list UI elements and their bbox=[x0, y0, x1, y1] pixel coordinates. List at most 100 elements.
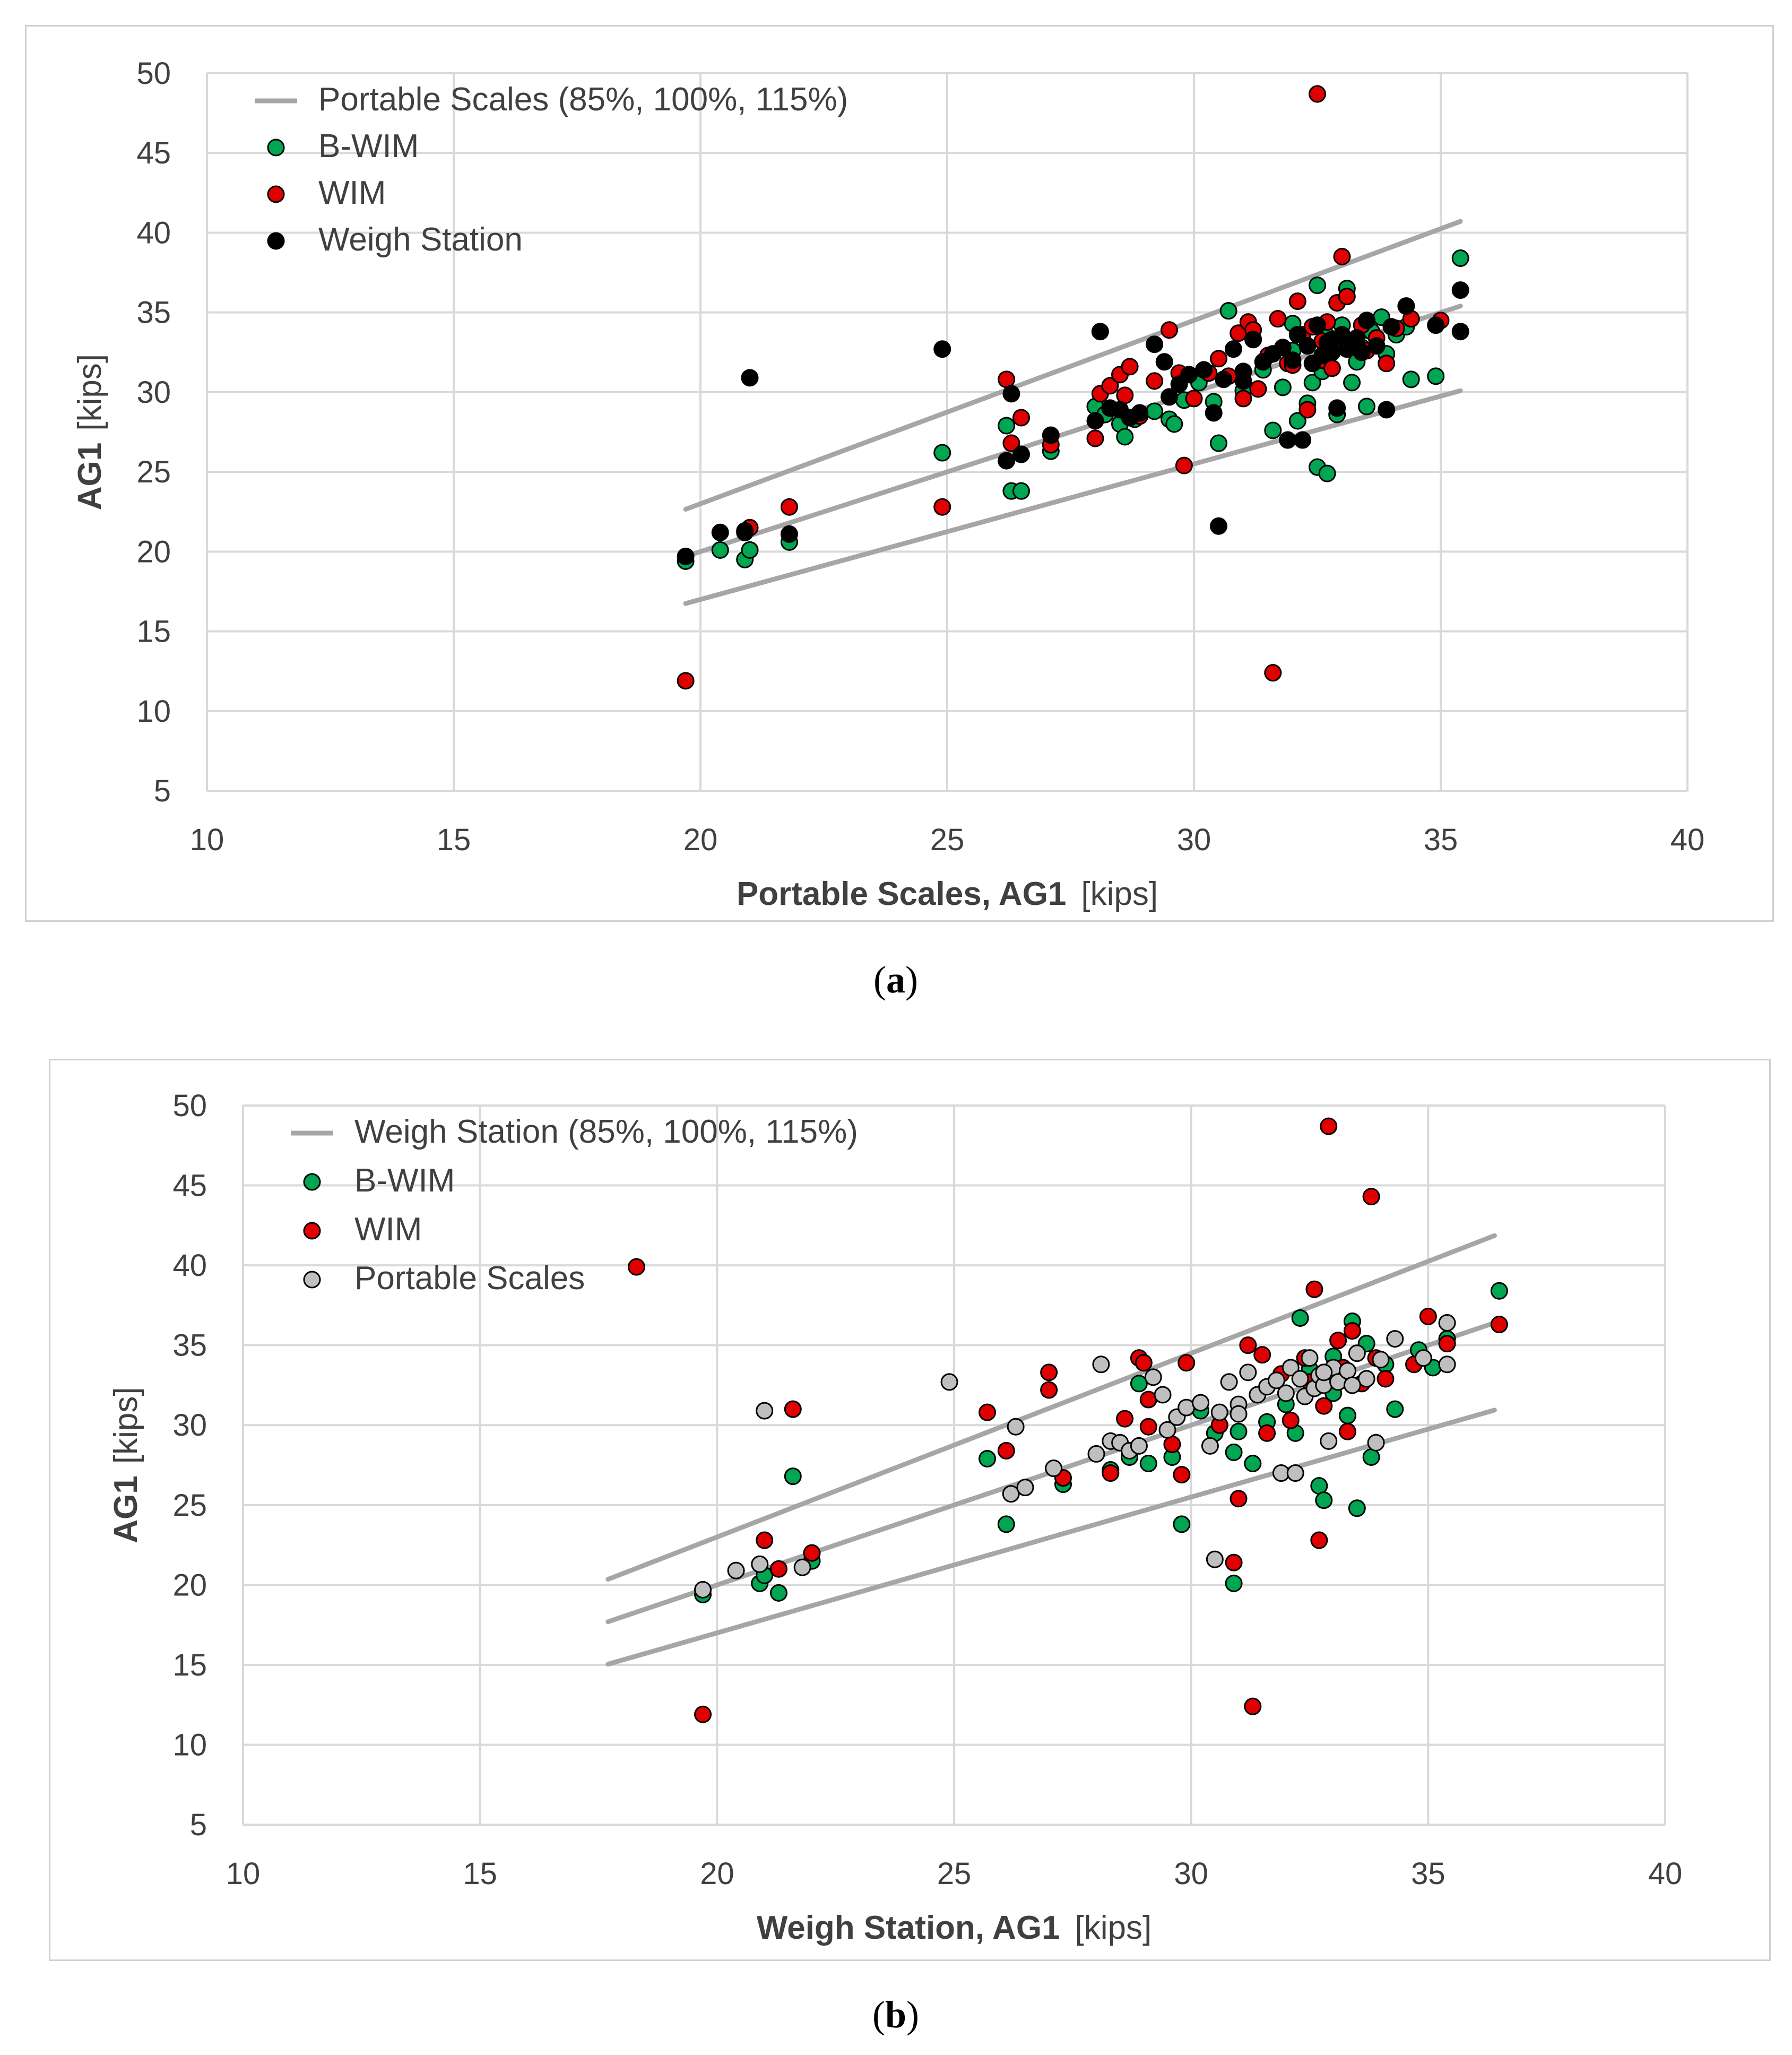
data-point-station bbox=[1309, 316, 1326, 334]
data-point-bwim bbox=[1219, 302, 1237, 320]
data-point-portable bbox=[1210, 1403, 1228, 1421]
data-point-wim bbox=[1163, 1435, 1181, 1453]
data-point-bwim bbox=[1244, 1454, 1262, 1472]
y-tick-label: 5 bbox=[154, 774, 171, 808]
data-point-wim bbox=[1178, 1354, 1196, 1372]
data-point-bwim bbox=[784, 1467, 802, 1486]
data-point-wim bbox=[1012, 409, 1030, 427]
data-point-bwim bbox=[741, 541, 759, 559]
data-point-bwim bbox=[1338, 1406, 1356, 1424]
data-point-portable bbox=[1201, 1437, 1219, 1455]
data-point-portable bbox=[1220, 1373, 1238, 1391]
data-point-station bbox=[711, 523, 729, 541]
data-point-station bbox=[998, 452, 1016, 470]
data-point-station bbox=[1328, 399, 1346, 417]
data-point-bwim bbox=[1274, 378, 1292, 396]
data-point-bwim bbox=[1309, 277, 1326, 295]
data-point-portable bbox=[1386, 1330, 1404, 1348]
data-point-bwim bbox=[769, 1584, 787, 1602]
data-point-station bbox=[1131, 404, 1149, 422]
data-point-wim bbox=[1320, 1117, 1338, 1135]
data-point-bwim bbox=[1427, 367, 1445, 385]
data-point-station bbox=[1205, 404, 1223, 422]
data-point-wim bbox=[1309, 85, 1326, 103]
data-point-portable bbox=[1367, 1434, 1385, 1452]
x-axis-title: Portable Scales, AG1 [kips] bbox=[737, 876, 1158, 912]
data-point-station bbox=[1086, 412, 1104, 430]
data-point-bwim bbox=[933, 444, 951, 462]
data-point-wim bbox=[1288, 292, 1306, 310]
data-point-bwim bbox=[1402, 370, 1420, 388]
data-point-wim bbox=[1040, 1381, 1058, 1399]
data-point-bwim bbox=[1230, 1422, 1248, 1440]
x-tick-label: 30 bbox=[1174, 1857, 1208, 1891]
data-point-portable bbox=[1282, 1359, 1300, 1377]
data-point-station bbox=[1323, 331, 1341, 349]
data-point-station bbox=[1215, 370, 1233, 388]
y-tick-label: 5 bbox=[190, 1808, 207, 1842]
y-tick-label: 20 bbox=[172, 1568, 207, 1602]
data-point-station bbox=[1397, 297, 1415, 315]
data-point-wim bbox=[769, 1560, 787, 1578]
y-tick-label: 10 bbox=[172, 1728, 207, 1762]
data-point-wim bbox=[1002, 434, 1020, 452]
data-point-station bbox=[1161, 388, 1178, 406]
data-point-portable bbox=[1291, 1370, 1309, 1388]
x-axis-title-unit: [kips] bbox=[1075, 1910, 1152, 1946]
data-point-station bbox=[1091, 323, 1109, 341]
legend-label-lines: Portable Scales (85%, 100%, 115%) bbox=[318, 81, 848, 118]
data-point-wim bbox=[1264, 664, 1282, 682]
legend-label-station: Weigh Station bbox=[318, 221, 523, 258]
legend-marker-bwim bbox=[303, 1173, 321, 1191]
data-point-wim bbox=[1258, 1424, 1276, 1442]
data-point-station bbox=[1210, 517, 1227, 535]
data-point-wim bbox=[1121, 358, 1139, 376]
reference-line bbox=[605, 1408, 1497, 1667]
legend-marker-wim bbox=[303, 1222, 321, 1240]
reference-line bbox=[683, 219, 1463, 512]
data-point-station bbox=[1012, 445, 1030, 463]
data-point-station bbox=[1353, 343, 1371, 361]
x-tick-label: 40 bbox=[1670, 823, 1705, 857]
data-point-bwim bbox=[1146, 402, 1164, 420]
data-point-bwim bbox=[1012, 482, 1030, 500]
data-point-portable bbox=[1277, 1384, 1295, 1402]
data-point-station bbox=[677, 547, 695, 565]
data-point-wim bbox=[1161, 321, 1178, 339]
data-point-station bbox=[780, 525, 798, 543]
x-tick-label: 40 bbox=[1648, 1857, 1683, 1891]
data-point-station bbox=[1146, 335, 1164, 353]
data-point-portable bbox=[756, 1402, 774, 1420]
data-point-station bbox=[1234, 372, 1252, 390]
scatter-chart-b: 5 10 15 20 25 30 35 40 45 50 10 15 20 25 30 35 40 Weigh S… bbox=[108, 1089, 1683, 1946]
data-point-portable bbox=[1230, 1405, 1248, 1423]
data-point-bwim bbox=[1318, 464, 1336, 482]
data-point-wim bbox=[1146, 372, 1164, 390]
y-tick-label: 30 bbox=[172, 1408, 207, 1443]
data-point-portable bbox=[1002, 1485, 1020, 1503]
data-point-bwim bbox=[711, 541, 729, 559]
data-point-bwim bbox=[1362, 1448, 1380, 1466]
data-point-station bbox=[1288, 326, 1306, 344]
y-axis-title-main: AG1 bbox=[72, 443, 108, 510]
y-tick-label: 45 bbox=[136, 136, 171, 170]
x-tick-label: 20 bbox=[683, 823, 718, 857]
x-axis-title-main: Weigh Station, AG1 bbox=[757, 1910, 1060, 1946]
x-tick-label: 15 bbox=[437, 823, 471, 857]
data-point-wim bbox=[1298, 401, 1317, 419]
legend-label-wim: WIM bbox=[354, 1211, 422, 1248]
data-point-portable bbox=[1372, 1351, 1390, 1369]
data-point-bwim bbox=[1210, 434, 1227, 452]
data-point-wim bbox=[1329, 1332, 1347, 1350]
data-point-wim bbox=[1362, 1188, 1380, 1206]
chart-panel-b: 5 10 15 20 25 30 35 40 45 50 10 15 20 25 30 35 40 Weigh S… bbox=[49, 1059, 1771, 1961]
data-point-station bbox=[1279, 431, 1297, 449]
y-tick-label: 45 bbox=[172, 1169, 207, 1203]
data-point-station bbox=[1451, 281, 1469, 299]
data-point-bwim bbox=[1386, 1400, 1404, 1418]
data-point-portable bbox=[1144, 1368, 1162, 1386]
data-point-portable bbox=[1348, 1344, 1366, 1362]
data-point-station bbox=[1358, 312, 1375, 330]
legend-marker-station bbox=[267, 232, 285, 250]
x-axis-title-unit: [kips] bbox=[1081, 876, 1158, 912]
